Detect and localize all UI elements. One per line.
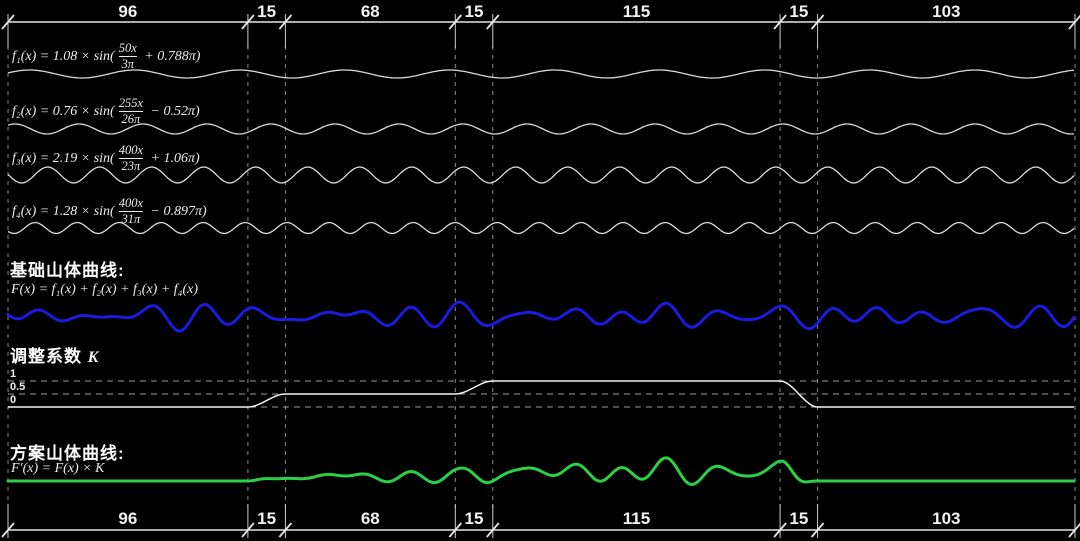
f1-lhs: f₁(x) = 1.08 × sin( bbox=[12, 48, 115, 64]
k-symbol: K bbox=[87, 349, 99, 366]
f1-denominator: 3π bbox=[121, 57, 134, 72]
scheme-curve-title: 方案山体曲线: bbox=[10, 444, 125, 463]
f2-denominator: 26π bbox=[121, 112, 141, 127]
dimension-value: 15 bbox=[257, 2, 277, 21]
wave-f4-formula: f₄(x) = 1.28 × sin(400x 31π − 0.897π) bbox=[12, 196, 207, 227]
wave-f2-formula: f₂(x) = 0.76 × sin(255x 26π − 0.52π) bbox=[12, 96, 200, 127]
f1-fraction: 50x 3π bbox=[118, 41, 137, 72]
f2-fraction: 255x 26π bbox=[118, 96, 144, 127]
f4-denominator: 31π bbox=[121, 212, 141, 227]
f1-rhs: + 0.788π) bbox=[140, 48, 201, 64]
f4-lhs: f₄(x) = 1.28 × sin( bbox=[12, 203, 115, 219]
f3-rhs: + 1.06π) bbox=[147, 150, 200, 166]
dimension-value: 103 bbox=[932, 2, 961, 21]
f3-denominator: 23π bbox=[121, 159, 141, 174]
f2-lhs: f₂(x) = 0.76 × sin( bbox=[12, 103, 115, 119]
k-coefficient-title: 调整系数 K bbox=[10, 342, 98, 367]
dimension-value: 15 bbox=[464, 2, 484, 21]
wave-f3-formula: f₃(x) = 2.19 × sin(400x 23π + 1.06π) bbox=[12, 143, 200, 174]
f4-fraction: 400x 31π bbox=[118, 196, 144, 227]
k-axis-tick-05: 0.5 bbox=[10, 381, 26, 393]
k-axis-tick-0: 0 bbox=[10, 394, 17, 406]
f3-numerator: 400x bbox=[118, 143, 144, 157]
wave-f1-formula: f₁(x) = 1.08 × sin(50x 3π + 0.788π) bbox=[12, 41, 201, 72]
f2-numerator: 255x bbox=[118, 96, 144, 110]
dimension-value: 68 bbox=[360, 509, 380, 528]
f2-rhs: − 0.52π) bbox=[147, 103, 200, 119]
dimension-value: 115 bbox=[622, 509, 651, 528]
top-dimension-labels: 96 15 68 15 115 15 103 bbox=[0, 2, 1080, 22]
dimension-value: 115 bbox=[622, 2, 651, 21]
dimension-value: 15 bbox=[464, 509, 484, 528]
k-axis-tick-1: 1 bbox=[10, 368, 17, 380]
scheme-curve-formula: F′(x) = F(x) × K bbox=[11, 461, 105, 476]
dimension-value: 15 bbox=[257, 509, 277, 528]
dimension-value: 96 bbox=[118, 509, 138, 528]
k-title-text: 调整系数 bbox=[10, 347, 82, 366]
f1-numerator: 50x bbox=[118, 41, 137, 55]
base-curve-formula: F(x) = f₁(x) + f₂(x) + f₃(x) + f₄(x) bbox=[11, 282, 199, 297]
f3-lhs: f₃(x) = 2.19 × sin( bbox=[12, 150, 115, 166]
f4-numerator: 400x bbox=[118, 196, 144, 210]
bottom-dimension-labels: 96 15 68 15 115 15 103 bbox=[0, 509, 1080, 529]
dimension-value: 15 bbox=[789, 2, 809, 21]
base-curve-title: 基础山体曲线: bbox=[10, 261, 125, 280]
dimension-value: 15 bbox=[789, 509, 809, 528]
dimension-value: 68 bbox=[360, 2, 380, 21]
f3-fraction: 400x 23π bbox=[118, 143, 144, 174]
f4-rhs: − 0.897π) bbox=[147, 203, 207, 219]
dimension-value: 103 bbox=[932, 509, 961, 528]
dimension-value: 96 bbox=[118, 2, 138, 21]
